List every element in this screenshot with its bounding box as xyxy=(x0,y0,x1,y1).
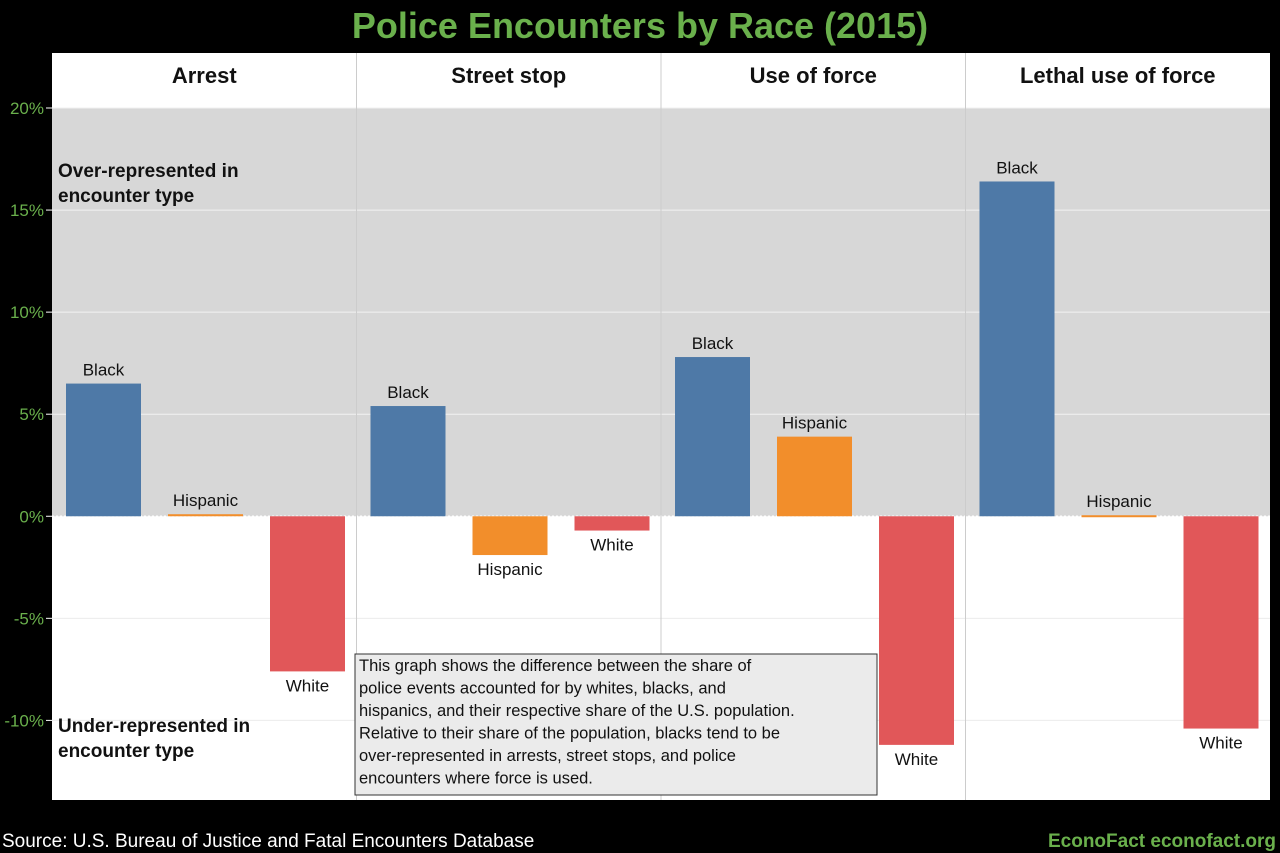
note-text: encounters where force is used. xyxy=(359,770,593,788)
source-text: Source: U.S. Bureau of Justice and Fatal… xyxy=(2,831,534,852)
bar-white xyxy=(1183,516,1259,729)
panel-header: Street stop xyxy=(451,63,566,88)
bar-white xyxy=(270,516,345,672)
under-represented-label: encounter type xyxy=(58,741,194,762)
bar-label: White xyxy=(286,676,329,695)
note-text: hispanics, and their respective share of… xyxy=(359,702,795,720)
panel-header: Arrest xyxy=(172,63,237,88)
bar-black xyxy=(370,406,446,517)
note-text: police events accounted for by whites, b… xyxy=(359,680,726,698)
note-text: This graph shows the difference between … xyxy=(359,657,752,675)
bar-label: White xyxy=(1199,734,1242,753)
bar-label: Black xyxy=(692,334,734,353)
note-box xyxy=(354,653,878,796)
bar-white xyxy=(879,516,954,745)
bar-label: White xyxy=(590,536,633,555)
y-tick-label: -5% xyxy=(14,609,44,628)
y-tick-label: 10% xyxy=(10,303,44,322)
bar-label: Hispanic xyxy=(1086,492,1152,511)
bar-black xyxy=(675,357,750,517)
bar-label: Hispanic xyxy=(782,414,848,433)
bar-hispanic xyxy=(777,436,852,517)
note-text: over-represented in arrests, street stop… xyxy=(359,747,736,765)
y-tick-label: -10% xyxy=(4,711,44,730)
bar-label: Black xyxy=(996,158,1038,177)
y-tick-label: 20% xyxy=(10,99,44,118)
bar-label: Black xyxy=(387,383,429,402)
bar-black xyxy=(66,383,141,517)
brand-text: EconoFact econofact.org xyxy=(1048,831,1276,852)
note-text: Relative to their share of the populatio… xyxy=(359,725,780,743)
bar-hispanic xyxy=(472,516,548,556)
y-tick-label: 15% xyxy=(10,201,44,220)
panel-header: Use of force xyxy=(750,63,877,88)
bar-label: Hispanic xyxy=(477,560,543,579)
chart-title: Police Encounters by Race (2015) xyxy=(352,5,928,46)
bar-white xyxy=(574,516,650,531)
bar-hispanic xyxy=(168,514,243,517)
over-represented-label: Over-represented in xyxy=(58,161,239,182)
bar-label: Black xyxy=(83,361,125,380)
bar-black xyxy=(979,181,1055,517)
y-tick-label: 5% xyxy=(19,405,44,424)
panel-header: Lethal use of force xyxy=(1020,63,1216,88)
bar-hispanic xyxy=(1081,515,1157,518)
bar-label: White xyxy=(895,750,938,769)
under-represented-label: Under-represented in xyxy=(58,716,250,737)
y-tick-label: 0% xyxy=(19,507,44,526)
over-represented-label: encounter type xyxy=(58,186,194,207)
bar-label: Hispanic xyxy=(173,491,239,510)
